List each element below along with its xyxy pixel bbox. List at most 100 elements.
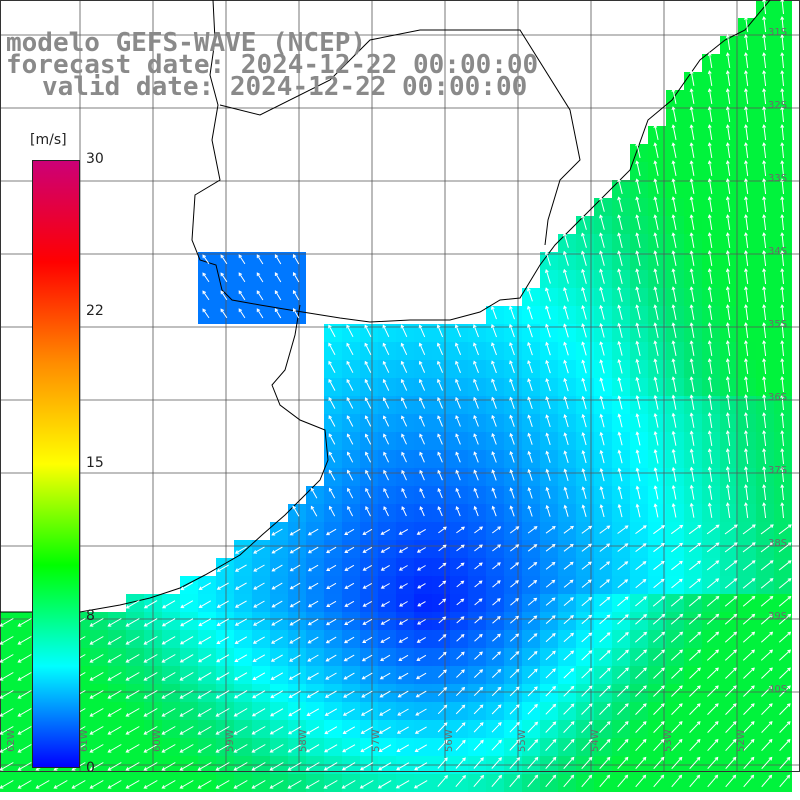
wind-vector-head	[414, 766, 419, 771]
longitude-label: 53W	[663, 729, 674, 752]
wind-vector-head	[346, 378, 351, 383]
wind-vector-head	[143, 749, 148, 753]
wind-vector-arrow	[600, 341, 605, 356]
wind-vector-arrow	[238, 290, 246, 301]
wind-vector-arrow	[419, 343, 426, 356]
wind-vector-arrow	[474, 616, 483, 624]
wind-vector-arrow	[689, 721, 701, 733]
wind-vector-head	[324, 748, 328, 753]
wind-vector-arrow	[672, 269, 677, 284]
wind-vector-head	[762, 340, 767, 345]
wind-vector-head	[762, 250, 767, 255]
wind-vector-head	[769, 667, 773, 672]
wind-vector-arrow	[745, 197, 749, 213]
wind-vector-head	[697, 613, 702, 618]
wind-vector-head	[491, 360, 495, 365]
wind-vector-arrow	[383, 379, 390, 391]
wind-vector-arrow	[347, 488, 354, 499]
wind-vector-head	[125, 785, 130, 789]
wind-vector-head	[653, 250, 658, 255]
wind-vector-arrow	[527, 544, 537, 552]
wind-vector-head	[769, 524, 774, 528]
wind-vector-arrow	[763, 233, 767, 249]
wind-vector-arrow	[727, 485, 731, 500]
colorbar-tick-30: 30	[86, 151, 104, 167]
wind-vector-head	[437, 433, 441, 438]
wind-vector-head	[400, 342, 405, 347]
wind-vector-arrow	[635, 739, 647, 752]
wind-vector-arrow	[582, 487, 587, 500]
wind-vector-arrow	[271, 636, 283, 644]
wind-vector-arrow	[399, 601, 408, 607]
wind-vector-arrow	[690, 413, 695, 428]
wind-vector-head	[769, 595, 774, 600]
wind-vector-arrow	[582, 305, 587, 320]
wind-vector-arrow	[290, 582, 301, 590]
wind-vector-head	[365, 451, 369, 456]
wind-vector-arrow	[654, 125, 659, 141]
wind-vector-head	[744, 376, 748, 381]
wind-vector-arrow	[126, 726, 140, 735]
wind-vector-arrow	[290, 600, 301, 608]
wind-vector-head	[89, 785, 94, 789]
wind-vector-arrow	[672, 413, 677, 428]
wind-vector-head	[305, 748, 310, 753]
wind-vector-head	[310, 487, 315, 492]
wind-vector-head	[744, 160, 748, 165]
wind-vector-head	[689, 142, 694, 147]
wind-vector-head	[671, 503, 676, 507]
wind-vector-head	[325, 639, 330, 644]
wind-vector-head	[419, 451, 423, 456]
wind-vector-head	[697, 542, 702, 547]
wind-vector-head	[179, 640, 184, 645]
wind-vector-head	[671, 286, 676, 291]
wind-vector-head	[455, 469, 460, 474]
wind-vector-head	[515, 668, 520, 673]
wind-vector-head	[491, 505, 496, 510]
wind-vector-head	[533, 561, 538, 566]
wind-vector-arrow	[198, 654, 212, 663]
wind-vector-head	[635, 268, 640, 273]
wind-vector-arrow	[742, 560, 756, 571]
wind-vector-head	[326, 567, 330, 571]
wind-vector-head	[364, 415, 369, 420]
wind-vector-arrow	[361, 690, 373, 698]
wind-vector-head	[364, 342, 369, 347]
wind-vector-head	[497, 526, 502, 530]
wind-vector-arrow	[743, 685, 755, 697]
wind-vector-arrow	[727, 179, 731, 194]
wind-vector-arrow	[528, 487, 533, 499]
wind-vector-head	[307, 676, 311, 680]
wind-vector-head	[617, 449, 622, 454]
wind-vector-head	[461, 704, 466, 709]
wind-vector-head	[442, 598, 447, 603]
wind-vector-arrow	[491, 342, 497, 356]
wind-vector-arrow	[781, 125, 784, 141]
wind-vector-arrow	[672, 107, 677, 122]
wind-vector-head	[197, 749, 202, 753]
wind-vector-arrow	[599, 721, 611, 733]
wind-vector-arrow	[252, 690, 266, 699]
wind-vector-head	[497, 669, 502, 673]
wind-vector-arrow	[198, 726, 212, 735]
wind-vector-head	[378, 748, 383, 752]
wind-vector-head	[635, 178, 640, 183]
wind-vector-head	[324, 730, 329, 735]
wind-vector-head	[689, 394, 694, 399]
wind-vector-arrow	[473, 775, 484, 788]
wind-vector-head	[715, 595, 720, 600]
wind-vector-arrow	[545, 526, 556, 534]
wind-vector-arrow	[527, 306, 533, 320]
wind-vector-arrow	[346, 415, 354, 427]
wind-vector-arrow	[527, 397, 533, 410]
wind-vector-head	[252, 694, 257, 699]
wind-vector-head	[289, 531, 294, 536]
wind-vector-head	[416, 639, 421, 643]
wind-vector-arrow	[618, 305, 623, 320]
wind-vector-arrow	[252, 726, 266, 735]
wind-vector-head	[233, 749, 238, 753]
wind-vector-head	[744, 70, 748, 75]
wind-vector-head	[751, 631, 756, 636]
wind-vector-head	[305, 785, 310, 789]
